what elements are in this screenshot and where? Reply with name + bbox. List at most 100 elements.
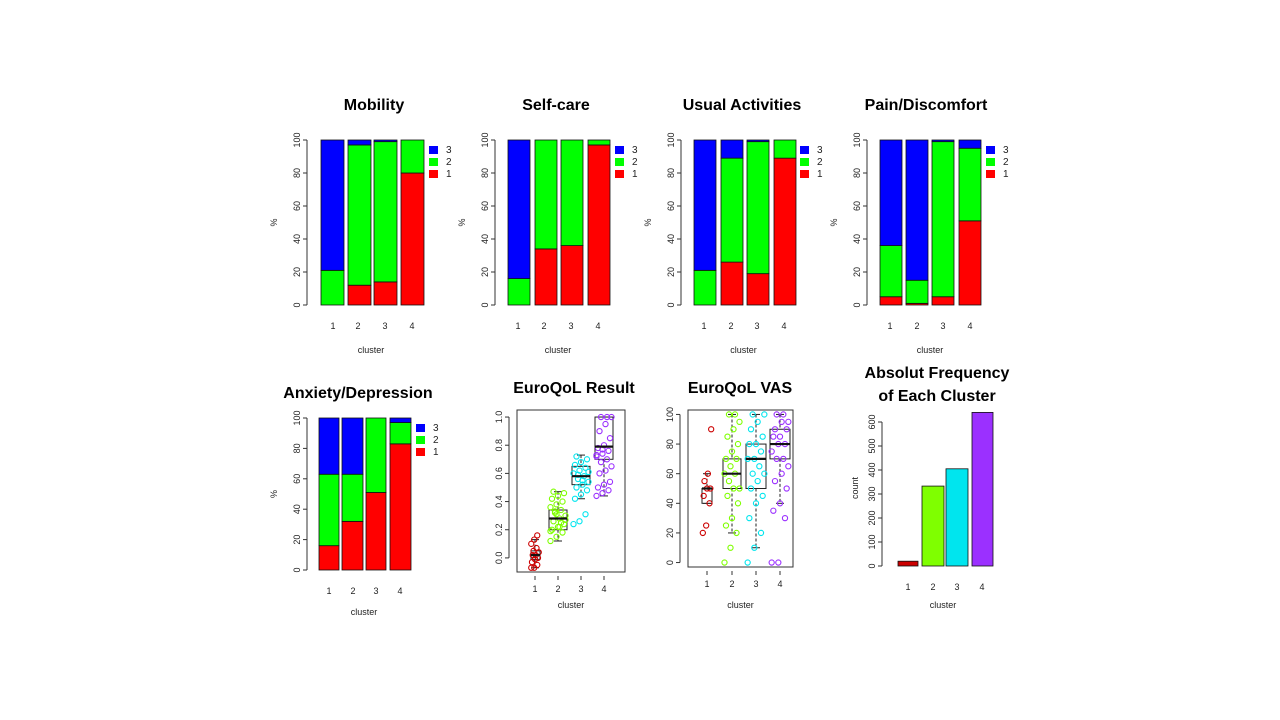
usual-legend-label-3: 3 bbox=[817, 145, 823, 156]
mobility-legend-label-3: 3 bbox=[446, 145, 452, 156]
freq-x-tick-label: 4 bbox=[979, 582, 984, 592]
mobility-title: Mobility bbox=[344, 97, 405, 114]
selfcare-x-tick-label: 2 bbox=[541, 321, 546, 331]
eqvas-point-2 bbox=[722, 522, 730, 529]
mobility-legend-label-1: 1 bbox=[446, 169, 452, 180]
eqvas-point-2 bbox=[727, 544, 734, 551]
usual-x-axis-label: cluster bbox=[730, 345, 757, 355]
eqvas-x-tick-label: 3 bbox=[753, 579, 758, 589]
eqresult-y-tick-label: 0.0 bbox=[494, 552, 504, 565]
freq-title-line-1: Absolut Frequency bbox=[865, 365, 1010, 382]
anxiety-bar-cluster-2-level-2 bbox=[341, 473, 364, 522]
eqresult-point-4 bbox=[596, 427, 603, 435]
anxiety-bar-cluster-2-level-3 bbox=[341, 417, 364, 475]
selfcare-bar-cluster-4-level-2 bbox=[587, 139, 611, 146]
selfcare-y-axis-label: % bbox=[457, 218, 467, 226]
freq-title-line-2: of Each Cluster bbox=[878, 388, 995, 405]
eqvas-point-2 bbox=[733, 455, 740, 463]
usual-legend-label-1: 1 bbox=[817, 169, 823, 180]
eqvas-point-3 bbox=[761, 411, 768, 418]
usual-y-axis-label: % bbox=[643, 218, 653, 226]
mobility-x-axis-label: cluster bbox=[358, 345, 385, 355]
eqvas-y-tick-label: 80 bbox=[665, 439, 675, 449]
eqresult-point-2 bbox=[553, 533, 560, 540]
anxiety-bar-cluster-1-level-1 bbox=[318, 545, 340, 571]
eqvas-point-3 bbox=[746, 514, 753, 522]
eqvas-point-1 bbox=[703, 522, 710, 529]
anxiety-legend-swatch-1 bbox=[416, 448, 425, 456]
anxiety-x-axis-label: cluster bbox=[351, 607, 378, 617]
eqvas-y-tick-label: 0 bbox=[665, 560, 675, 565]
pain-bar-cluster-4-level-2 bbox=[958, 147, 982, 222]
eqresult-point-2 bbox=[553, 511, 560, 518]
eqresult-point-2 bbox=[553, 501, 560, 508]
mobility-legend-swatch-3 bbox=[429, 146, 438, 154]
mobility-y-tick-label: 0 bbox=[292, 302, 302, 307]
selfcare-bar-cluster-2-level-1 bbox=[534, 248, 558, 306]
anxiety-bar-cluster-4-level-1 bbox=[389, 443, 412, 571]
eqresult-point-1 bbox=[533, 544, 540, 552]
eqresult-point-3 bbox=[576, 518, 583, 525]
usual-title: Usual Activities bbox=[683, 97, 802, 114]
eqresult-point-4 bbox=[608, 463, 615, 470]
pain-y-tick-label: 100 bbox=[852, 132, 862, 147]
eqvas-point-3 bbox=[759, 433, 766, 440]
eqresult-point-1 bbox=[534, 532, 541, 539]
mobility-x-tick-label: 1 bbox=[330, 321, 335, 331]
eqvas-point-1 bbox=[700, 492, 707, 500]
eqresult-x-axis-label: cluster bbox=[558, 600, 585, 610]
freq-y-tick-label: 400 bbox=[867, 462, 877, 477]
eqvas-point-3 bbox=[746, 440, 753, 448]
selfcare-bar-cluster-2-level-2 bbox=[534, 139, 558, 250]
mobility-y-tick-label: 40 bbox=[292, 234, 302, 244]
mobility-bar-cluster-3-level-1 bbox=[373, 281, 398, 306]
mobility-bar-cluster-1-level-3 bbox=[320, 139, 345, 271]
mobility-y-tick-label: 60 bbox=[292, 201, 302, 211]
eqvas-plot-frame bbox=[687, 409, 794, 568]
freq-y-tick-label: 100 bbox=[867, 534, 877, 549]
eqvas-point-3 bbox=[754, 418, 761, 425]
mobility-legend-label-2: 2 bbox=[446, 157, 452, 168]
eqresult-point-3 bbox=[579, 481, 586, 488]
eqresult-point-4 bbox=[605, 487, 612, 494]
usual-x-tick-label: 2 bbox=[728, 321, 733, 331]
freq-y-tick-label: 500 bbox=[867, 438, 877, 453]
eqvas-point-3 bbox=[759, 492, 766, 500]
usual-bar-cluster-2-level-3 bbox=[720, 139, 744, 159]
pain-y-axis-label: % bbox=[829, 218, 839, 226]
anxiety-y-tick-label: 80 bbox=[292, 443, 302, 453]
eqresult-point-4 bbox=[606, 478, 614, 485]
eqresult-point-1 bbox=[528, 540, 535, 547]
eqvas-point-3 bbox=[761, 470, 768, 477]
eqvas-point-2 bbox=[725, 411, 733, 418]
eqresult-point-3 bbox=[582, 511, 589, 518]
eqresult-x-tick-label: 4 bbox=[601, 584, 606, 594]
eqvas-point-4 bbox=[770, 433, 777, 440]
eqvas-x-tick-label: 2 bbox=[729, 579, 734, 589]
eqvas-title: EuroQoL VAS bbox=[688, 380, 793, 397]
mobility-bar-cluster-2-level-1 bbox=[347, 284, 372, 306]
eqvas-point-3 bbox=[749, 411, 756, 418]
eqresult-point-2 bbox=[560, 489, 568, 497]
eqvas-y-tick-label: 60 bbox=[665, 469, 675, 479]
eqvas-point-2 bbox=[736, 485, 743, 492]
eqvas-point-4 bbox=[780, 455, 787, 463]
eqvas-point-2 bbox=[731, 411, 739, 418]
eqresult-title: EuroQoL Result bbox=[513, 380, 635, 397]
selfcare-y-tick-label: 60 bbox=[480, 201, 490, 211]
eqvas-x-tick-label: 1 bbox=[704, 579, 709, 589]
eqvas-point-1 bbox=[701, 477, 708, 485]
pain-x-tick-label: 4 bbox=[967, 321, 972, 331]
eqvas-point-2 bbox=[724, 492, 731, 500]
anxiety-bar-cluster-4-level-3 bbox=[389, 417, 412, 423]
eqresult-point-2 bbox=[548, 526, 556, 533]
eqresult-point-4 bbox=[599, 489, 606, 497]
eqresult-point-2 bbox=[554, 492, 562, 500]
anxiety-y-tick-label: 0 bbox=[292, 567, 302, 572]
pain-legend-swatch-3 bbox=[986, 146, 995, 154]
usual-legend-label-2: 2 bbox=[817, 157, 823, 168]
pain-legend-label-1: 1 bbox=[1003, 169, 1009, 180]
eqvas-point-2 bbox=[722, 455, 730, 463]
eqresult-point-3 bbox=[577, 458, 585, 466]
anxiety-y-tick-label: 100 bbox=[292, 410, 302, 425]
